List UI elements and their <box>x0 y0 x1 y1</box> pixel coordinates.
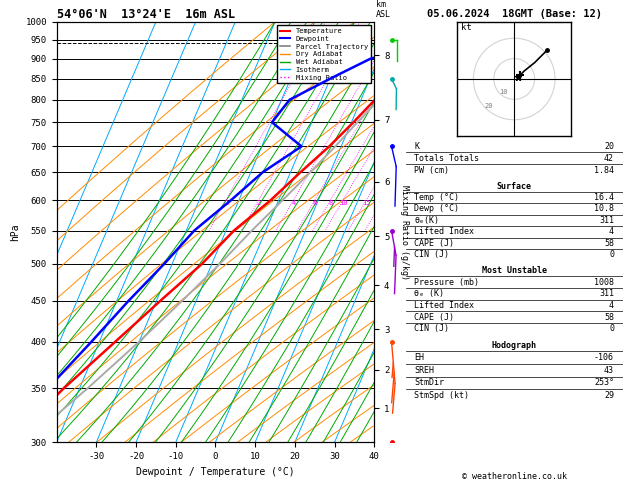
Text: LCL: LCL <box>359 33 373 41</box>
Text: PW (cm): PW (cm) <box>415 166 449 175</box>
Legend: Temperature, Dewpoint, Parcel Trajectory, Dry Adiabat, Wet Adiabat, Isotherm, Mi: Temperature, Dewpoint, Parcel Trajectory… <box>277 25 370 83</box>
Text: 16.4: 16.4 <box>594 193 614 202</box>
Text: 15: 15 <box>362 200 370 206</box>
Text: 10: 10 <box>499 88 508 95</box>
Text: © weatheronline.co.uk: © weatheronline.co.uk <box>462 472 567 481</box>
Text: θₑ (K): θₑ (K) <box>415 289 444 298</box>
Text: CAPE (J): CAPE (J) <box>415 312 454 322</box>
Text: km
ASL: km ASL <box>376 0 391 19</box>
Text: 253°: 253° <box>594 379 614 387</box>
Text: Lifted Index: Lifted Index <box>415 227 474 236</box>
Text: SREH: SREH <box>415 366 435 375</box>
Text: 4: 4 <box>609 301 614 310</box>
Text: 1: 1 <box>224 200 228 206</box>
Text: θₑ(K): θₑ(K) <box>415 216 440 225</box>
Text: 4: 4 <box>291 200 296 206</box>
Text: 43: 43 <box>604 366 614 375</box>
Y-axis label: Mixing Ratio (g/kg): Mixing Ratio (g/kg) <box>401 185 409 279</box>
Text: 58: 58 <box>604 239 614 248</box>
Text: CAPE (J): CAPE (J) <box>415 239 454 248</box>
Text: 20: 20 <box>485 104 493 109</box>
Text: -106: -106 <box>594 353 614 362</box>
Text: CIN (J): CIN (J) <box>415 250 449 259</box>
X-axis label: Dewpoint / Temperature (°C): Dewpoint / Temperature (°C) <box>136 467 295 477</box>
Text: kt: kt <box>461 23 472 32</box>
Text: Totals Totals: Totals Totals <box>415 154 479 163</box>
Text: 0: 0 <box>609 250 614 259</box>
Text: Lifted Index: Lifted Index <box>415 301 474 310</box>
Text: 05.06.2024  18GMT (Base: 12): 05.06.2024 18GMT (Base: 12) <box>426 9 602 19</box>
Y-axis label: hPa: hPa <box>10 223 20 241</box>
Text: 0: 0 <box>609 325 614 333</box>
Text: StmSpd (kt): StmSpd (kt) <box>415 391 469 400</box>
Text: 42: 42 <box>604 154 614 163</box>
Text: K: K <box>415 141 420 151</box>
Text: Pressure (mb): Pressure (mb) <box>415 278 479 287</box>
Text: Temp (°C): Temp (°C) <box>415 193 459 202</box>
Text: Hodograph: Hodograph <box>492 341 537 349</box>
Text: CIN (J): CIN (J) <box>415 325 449 333</box>
Text: 29: 29 <box>604 391 614 400</box>
Text: Surface: Surface <box>497 182 532 191</box>
Text: 8: 8 <box>328 200 333 206</box>
Text: 20: 20 <box>604 141 614 151</box>
Text: 2: 2 <box>257 200 260 206</box>
Text: 58: 58 <box>604 312 614 322</box>
Text: 6: 6 <box>313 200 317 206</box>
Text: 311: 311 <box>599 216 614 225</box>
Text: EH: EH <box>415 353 425 362</box>
Text: 311: 311 <box>599 289 614 298</box>
Text: StmDir: StmDir <box>415 379 444 387</box>
Text: 10: 10 <box>338 200 347 206</box>
Text: 1.84: 1.84 <box>594 166 614 175</box>
Text: 4: 4 <box>609 227 614 236</box>
Text: 10.8: 10.8 <box>594 205 614 213</box>
Text: Dewp (°C): Dewp (°C) <box>415 205 459 213</box>
Text: Most Unstable: Most Unstable <box>482 266 547 275</box>
Text: 54°06'N  13°24'E  16m ASL: 54°06'N 13°24'E 16m ASL <box>57 8 235 21</box>
Text: 1008: 1008 <box>594 278 614 287</box>
